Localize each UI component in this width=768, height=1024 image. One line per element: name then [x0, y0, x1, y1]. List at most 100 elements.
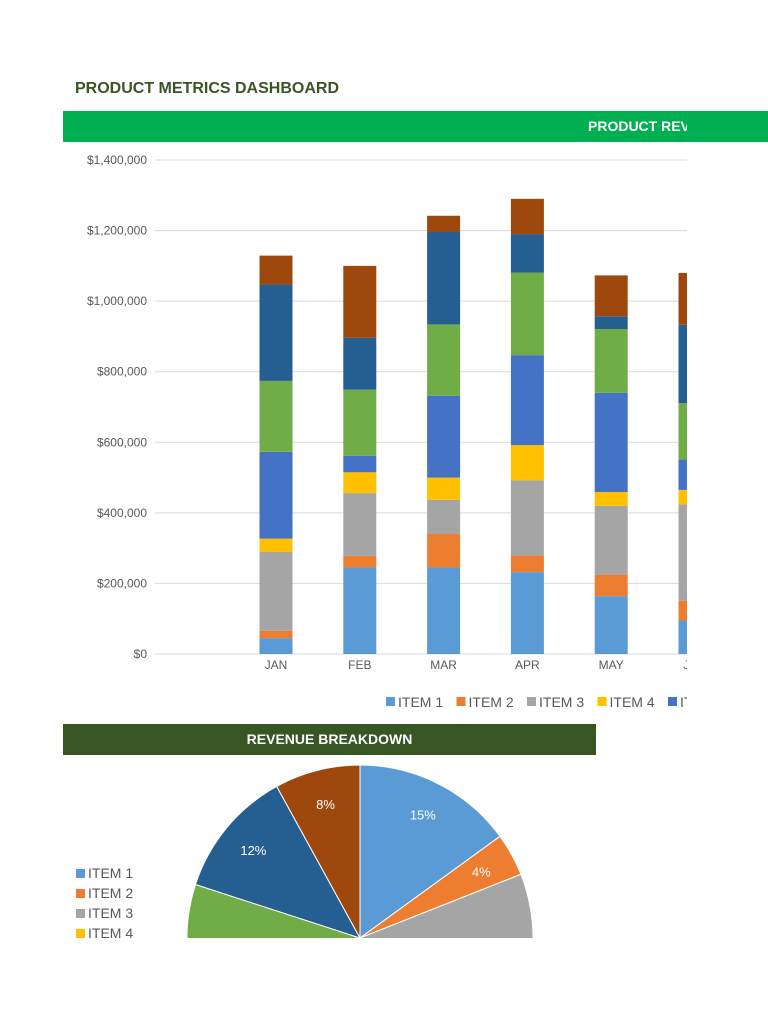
pie-data-label: 15%	[410, 808, 436, 823]
pie-data-label: 4%	[472, 864, 491, 879]
bar-segment	[259, 630, 293, 639]
pie-data-label: 17%	[212, 961, 238, 976]
bar-segment	[259, 284, 293, 381]
y-tick-label: $1,200,000	[87, 224, 147, 238]
legend-label: ITEM 4	[610, 694, 655, 710]
bar-segment	[594, 316, 628, 330]
legend-item: ITEM 4	[76, 924, 133, 938]
x-tick-label: JAN	[265, 658, 288, 672]
bar-segment	[594, 392, 628, 493]
bar-segment	[510, 272, 544, 356]
x-tick-label: MAR	[430, 658, 457, 672]
pie-slice	[359, 764, 501, 938]
bar-segment	[510, 480, 544, 556]
y-tick-label: $200,000	[97, 576, 147, 590]
bar-segment	[427, 477, 461, 500]
bar-segment	[343, 472, 377, 494]
bar-segment	[259, 380, 293, 452]
bar-segment	[259, 255, 293, 285]
bar-segment	[343, 567, 377, 654]
stacked-bar-chart: $0 $200,000 $400,000 $600,000 $800,000 $1,000…	[87, 153, 725, 710]
legend-label: ITEM 5	[680, 694, 725, 710]
pie-slice	[360, 937, 361, 938]
pie-data-label: 17%	[484, 953, 510, 968]
bar-segment	[678, 620, 687, 654]
y-tick-label: $600,000	[97, 435, 147, 449]
pie-data-label: 5%	[412, 1001, 431, 1016]
bar-segment	[427, 231, 461, 325]
y-tick-label: $400,000	[97, 506, 147, 520]
legend-label: ITEM 2	[88, 885, 134, 901]
bar-segment	[259, 451, 293, 539]
pie-data-label: 22%	[338, 1001, 364, 1016]
bar-segment	[678, 272, 687, 325]
legend-swatch	[76, 869, 85, 878]
y-tick-label: $0	[134, 647, 148, 661]
pie-slice	[186, 883, 362, 938]
x-tick-label: APR	[515, 658, 540, 672]
bar-segment	[594, 505, 628, 575]
bar-segment	[678, 504, 687, 601]
legend-swatch	[386, 697, 395, 706]
bar-segment	[427, 395, 461, 478]
legend-swatch	[76, 929, 85, 938]
legend-label: ITEM 4	[88, 925, 134, 938]
bar-segment	[510, 234, 544, 273]
bar-segment	[594, 275, 628, 317]
legend-label: ITEM 1	[398, 694, 443, 710]
legend-label: ITEM 2	[469, 694, 514, 710]
bar-segment	[510, 555, 544, 573]
x-tick-label: MAY	[599, 658, 624, 672]
bar-segment	[594, 574, 628, 597]
bar-segment	[427, 567, 461, 654]
bar-segment	[343, 493, 377, 556]
legend-label: ITEM 1	[88, 865, 134, 881]
bar-segment	[594, 596, 628, 654]
legend-swatch	[597, 697, 607, 706]
revenue-breakdown-band: REVENUE BREAKDOWN	[63, 724, 596, 755]
legend-label: ITEM 3	[539, 694, 584, 710]
bar-segment	[259, 538, 293, 553]
bar-segment	[678, 324, 687, 404]
bar-segment	[343, 265, 377, 338]
bar-segment	[678, 403, 687, 460]
bar-segment	[510, 572, 544, 654]
legend-swatch	[456, 697, 466, 706]
pie-slice	[194, 785, 361, 938]
bar-segment	[343, 389, 377, 456]
bar-segment	[678, 459, 687, 490]
bar-segment	[678, 489, 687, 505]
y-tick-label: $1,400,000	[87, 153, 147, 167]
pie-slice	[359, 835, 522, 938]
pie-slice	[276, 764, 361, 938]
legend-swatch	[668, 697, 677, 706]
y-tick-label: $1,000,000	[87, 294, 147, 308]
bar-segment	[427, 324, 461, 396]
x-tick-label: JUN	[683, 658, 706, 672]
bar-segment	[343, 455, 377, 473]
pie-data-label: 8%	[316, 797, 335, 812]
bar-segment	[259, 552, 293, 631]
page-title: PRODUCT METRICS DASHBOARD	[75, 80, 339, 97]
bar-segment	[343, 337, 377, 390]
bar-segment	[259, 638, 293, 654]
bar-segment	[594, 492, 628, 506]
legend-swatch	[76, 889, 85, 898]
pie-slice	[359, 937, 361, 938]
product-revenue-band: PRODUCT REVENUE	[63, 111, 768, 142]
bar-segment	[427, 499, 461, 535]
x-tick-label: FEB	[348, 658, 371, 672]
legend-label: ITEM 3	[88, 905, 134, 921]
legend-swatch	[76, 909, 85, 918]
bar-segment	[343, 555, 377, 568]
legend-swatch	[527, 697, 536, 706]
bar-segment	[427, 215, 461, 232]
legend-item: ITEM 1	[76, 864, 133, 884]
pie-data-label: 12%	[240, 843, 266, 858]
bar-segment	[427, 534, 461, 568]
legend-item: ITEM 3	[76, 904, 133, 924]
bar-segment	[594, 329, 628, 393]
bar-segment	[510, 355, 544, 446]
